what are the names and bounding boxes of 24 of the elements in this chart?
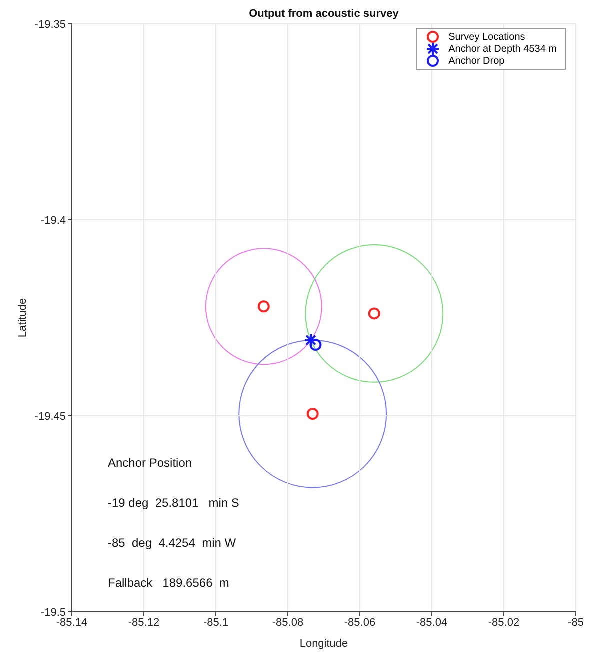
y-tick-label: -19.45 (34, 410, 66, 423)
y-tick-label: -19.4 (40, 214, 66, 227)
y-tick-label: -19.35 (34, 18, 66, 31)
x-tick-label: -85.06 (344, 616, 376, 629)
chart-title: Output from acoustic survey (248, 8, 400, 20)
x-tick-label: -85.1 (203, 616, 229, 629)
x-tick-label: -85.04 (416, 616, 448, 629)
annotation: -19 deg 25.8101 min S (108, 496, 240, 512)
annotation: -85 deg 4.4254 min W (108, 536, 238, 552)
x-tick-label: -85 (568, 616, 584, 629)
x-axis-title: Longitude (300, 638, 348, 650)
legend-label: Anchor Drop (448, 56, 505, 66)
legend-label: Anchor at Depth 4534 m (448, 44, 557, 54)
x-tick-label: -85.02 (488, 616, 520, 629)
point (304, 333, 318, 348)
annotation: Fallback 189.6566 m (108, 576, 230, 592)
y-axis-title: Latitude (17, 298, 29, 338)
legend-label: Survey Locations (448, 32, 526, 42)
x-tick-label: -85.08 (272, 616, 304, 629)
annotation: Anchor Position (108, 456, 194, 472)
y-tick-label: -19.5 (40, 606, 66, 619)
x-tick-label: -85.14 (56, 616, 88, 629)
point (310, 339, 322, 352)
x-tick-label: -85.12 (128, 616, 160, 629)
